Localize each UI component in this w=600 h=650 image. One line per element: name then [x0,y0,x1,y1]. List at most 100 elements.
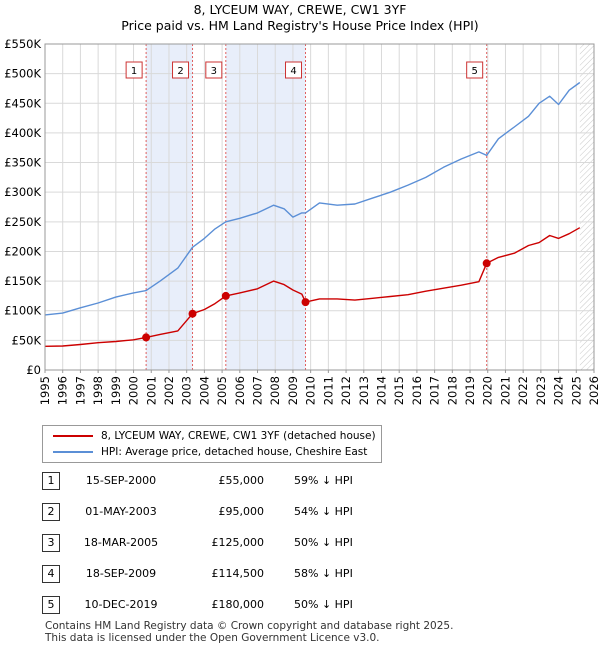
x-tick-label: 2009 [286,376,300,405]
x-tick-label: 1999 [109,376,123,405]
x-tick-label: 2017 [428,376,442,405]
sale-number-badge: 3 [42,534,60,552]
sale-hpi-diff: 54% ↓ HPI [294,505,353,518]
sale-point [142,333,151,342]
sale-price: £95,000 [218,505,265,518]
price-chart: 1 2 3 4 5 £0 £50K £100K £150K £200K £250K £300K £35… [4,37,600,405]
legend-label-hpi: HPI: Average price, detached house, Ches… [101,446,368,458]
sale-marker-label: 5 [471,66,477,77]
sale-row: 2 01-MAY-2003 £95,000 54% ↓ HPI [42,503,382,521]
hpi-line [44,81,581,316]
x-tick-label: 1996 [56,376,70,405]
plot-area [45,44,594,370]
x-tick-label: 2023 [534,376,548,405]
sale-row: 3 18-MAR-2005 £125,000 50% ↓ HPI [42,534,382,552]
sale-point [221,291,230,300]
x-tick-label: 2014 [374,376,388,405]
x-tick-label: 2021 [498,376,512,405]
legend-swatch-property [53,435,93,437]
y-tick-label: £400K [4,126,41,140]
x-tick-label: 2003 [180,376,194,405]
sale-hpi-diff: 58% ↓ HPI [294,567,353,580]
x-tick-label: 2018 [445,376,459,405]
y-tick-label: £150K [4,274,41,288]
legend-label-property: 8, LYCEUM WAY, CREWE, CW1 3YF (detached … [101,430,376,442]
footer-licence: This data is licensed under the Open Gov… [45,632,380,644]
footer-attribution: Contains HM Land Registry data © Crown c… [45,620,453,644]
x-tick-label: 2006 [233,376,247,405]
sale-marker-label: 3 [211,66,217,77]
x-tick-label: 1997 [73,376,87,405]
x-tick-label: 2000 [127,376,141,405]
x-tick-label: 2024 [552,376,566,405]
x-tick-label: 2012 [339,376,353,405]
y-tick-label: £350K [4,156,41,170]
sale-number-badge: 2 [42,503,60,521]
sale-marker-box [466,61,484,79]
sale-marker-box [205,61,223,79]
x-tick-label: 2022 [516,376,530,405]
legend-item-property: 8, LYCEUM WAY, CREWE, CW1 3YF (detached … [53,429,376,443]
x-tick-label: 2004 [197,376,211,405]
forecast-hatch [579,44,594,370]
x-tick-label: 2011 [321,376,335,405]
sale-hpi-diff: 59% ↓ HPI [294,474,353,487]
plot-border [44,43,595,371]
x-tick-label: 2025 [569,376,583,405]
sale-price: £180,000 [211,598,265,611]
y-tick-label: £50K [12,333,42,347]
x-tick-label: 2020 [481,376,495,405]
sale-number-badge: 5 [42,596,60,614]
y-tick-label: £200K [4,244,41,258]
sale-point [188,309,197,318]
y-tick-label: £100K [4,304,41,318]
sale-row: 1 15-SEP-2000 £55,000 59% ↓ HPI [42,472,382,490]
sale-marker-box [125,61,143,79]
sale-marker-box [285,61,303,79]
sale-point [301,298,310,307]
x-tick-label: 2002 [162,376,176,405]
x-tick-label: 2016 [410,376,424,405]
chart-title-main: 8, LYCEUM WAY, CREWE, CW1 3YF [193,2,407,17]
x-tick-label: 2007 [251,376,265,405]
y-tick-label: £250K [4,215,41,229]
x-tick-label: 2005 [215,376,229,405]
y-tick-label: £300K [4,185,41,199]
footer-copyright: Contains HM Land Registry data © Crown c… [45,620,454,632]
sale-date: 10-DEC-2019 [84,598,158,611]
sale-marker-box [172,61,190,79]
legend-swatch-hpi [53,451,93,453]
sale-hpi-diff: 50% ↓ HPI [294,536,353,549]
sale-marker-label: 4 [290,66,296,77]
sale-date: 01-MAY-2003 [85,505,157,518]
sale-date: 18-MAR-2005 [83,536,159,549]
x-tick-label: 2026 [587,376,600,405]
x-tick-label: 2008 [268,376,282,405]
chart-title: 8, LYCEUM WAY, CREWE, CW1 3YF Price paid… [0,2,600,34]
y-tick-label: £450K [4,96,41,110]
sale-number-badge: 1 [42,472,60,490]
sale-row: 4 18-SEP-2009 £114,500 58% ↓ HPI [42,565,382,583]
x-tick-label: 1995 [38,376,52,405]
sale-price: £55,000 [218,474,265,487]
y-tick-label: £500K [4,67,41,81]
x-tick-label: 1998 [91,376,105,405]
plot-background [45,44,594,370]
x-tick-label: 2010 [304,376,318,405]
sale-date: 15-SEP-2000 [85,474,157,487]
x-tick-label: 2013 [357,376,371,405]
sale-row: 5 10-DEC-2019 £180,000 50% ↓ HPI [42,596,382,614]
legend-item-hpi: HPI: Average price, detached house, Ches… [53,445,367,459]
shaded-span [225,44,306,370]
x-tick-label: 2015 [392,376,406,405]
sale-marker-label: 1 [131,66,137,77]
sale-marker-label: 2 [177,66,183,77]
y-tick-label: £550K [4,37,41,51]
x-tick-label: 2019 [463,376,477,405]
sale-point [482,259,491,268]
sale-hpi-diff: 50% ↓ HPI [294,598,353,611]
chart-subtitle: Price paid vs. HM Land Registry's House … [121,18,479,33]
x-tick-label: 2001 [144,376,158,405]
chart-legend: 8, LYCEUM WAY, CREWE, CW1 3YF (detached … [42,425,382,463]
sale-date: 18-SEP-2009 [85,567,157,580]
